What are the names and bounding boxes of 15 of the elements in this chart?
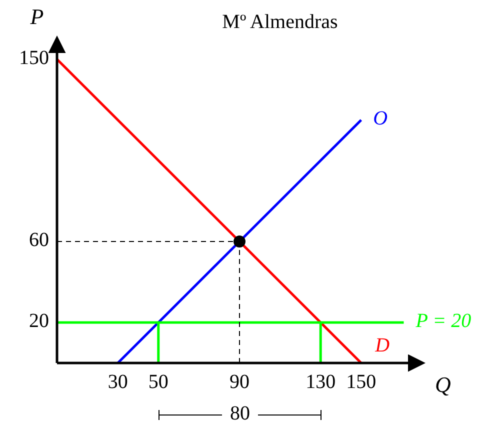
series-label: O [373, 108, 388, 130]
y-tick-label: 150 [19, 46, 49, 69]
x-tick-label: 150 [346, 371, 376, 393]
x-tick-label: 130 [306, 371, 336, 393]
y-tick-label: 20 [29, 310, 49, 332]
y-tick-label: 60 [29, 229, 49, 252]
x-tick-label: 90 [230, 371, 250, 393]
text: 80 [230, 402, 250, 425]
x-tick-label: 50 [148, 371, 168, 393]
y-axis-title: P [29, 4, 44, 29]
series-label: P = 20 [414, 310, 472, 332]
x-tick-label: 30 [108, 371, 128, 393]
x-axis-title: Q [435, 372, 452, 397]
chart-title: Mº Almendras [222, 11, 338, 33]
series-label: D [374, 334, 390, 357]
